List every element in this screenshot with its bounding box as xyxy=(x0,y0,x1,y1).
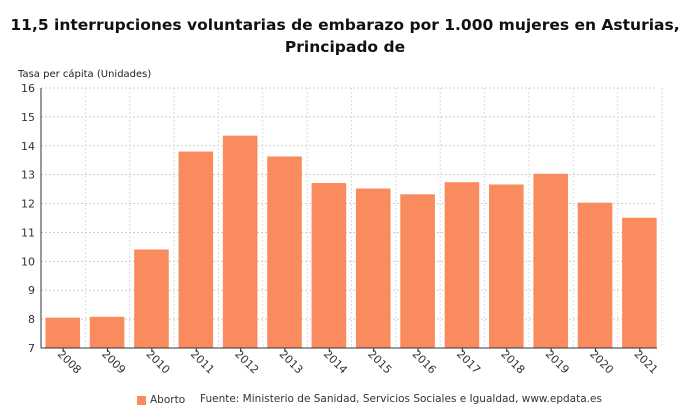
x-tick-label: 2021 xyxy=(631,348,660,377)
bar-2011 xyxy=(178,151,214,348)
bar-2018 xyxy=(489,184,524,348)
bar-2009 xyxy=(89,316,125,348)
x-tick-label: 2019 xyxy=(543,348,572,377)
bar-2016 xyxy=(400,194,435,348)
y-axis-label: Tasa per cápita (Unidades) xyxy=(18,69,152,80)
y-tick-label: 9 xyxy=(28,284,35,297)
y-tick-label: 7 xyxy=(28,342,35,355)
bar-2015 xyxy=(355,188,391,348)
bar-2008 xyxy=(45,317,81,348)
bar-2013 xyxy=(267,156,302,348)
y-tick-label: 14 xyxy=(21,140,35,153)
x-tick-label: 2014 xyxy=(321,348,350,377)
y-tick-label: 12 xyxy=(21,198,35,211)
legend-swatch xyxy=(137,395,146,405)
x-tick-label: 2008 xyxy=(55,348,84,377)
source-text: Fuente: Ministerio de Sanidad, Servicios… xyxy=(200,393,602,405)
bar-2010 xyxy=(134,249,169,348)
y-tick-label: 15 xyxy=(21,111,35,124)
bar-2017 xyxy=(444,182,480,348)
y-tick-label: 8 xyxy=(28,313,35,326)
x-tick-label: 2011 xyxy=(188,348,217,377)
y-tick-label: 11 xyxy=(21,226,35,239)
x-tick-label: 2020 xyxy=(587,348,616,377)
bar-2021 xyxy=(622,217,657,348)
bar-2012 xyxy=(222,135,258,348)
x-tick-label: 2013 xyxy=(277,348,306,377)
y-tick-label: 10 xyxy=(21,255,35,268)
bar-2020 xyxy=(577,202,613,348)
y-tick-label: 13 xyxy=(21,169,35,182)
legend-label: Aborto xyxy=(150,394,186,406)
x-tick-label: 2010 xyxy=(144,348,173,377)
x-tick-label: 2018 xyxy=(498,348,527,377)
x-tick-label: 2017 xyxy=(454,348,483,377)
x-tick-label: 2015 xyxy=(365,348,394,377)
bar-2019 xyxy=(533,173,568,348)
x-tick-label: 2009 xyxy=(99,348,128,377)
legend: Aborto xyxy=(137,394,185,406)
bar-2014 xyxy=(311,183,347,348)
x-tick-label: 2016 xyxy=(410,348,439,377)
x-tick-label: 2012 xyxy=(232,348,261,377)
chart-title: 11,5 interrupciones voluntarias de embar… xyxy=(10,16,680,56)
y-tick-label: 16 xyxy=(21,82,35,95)
